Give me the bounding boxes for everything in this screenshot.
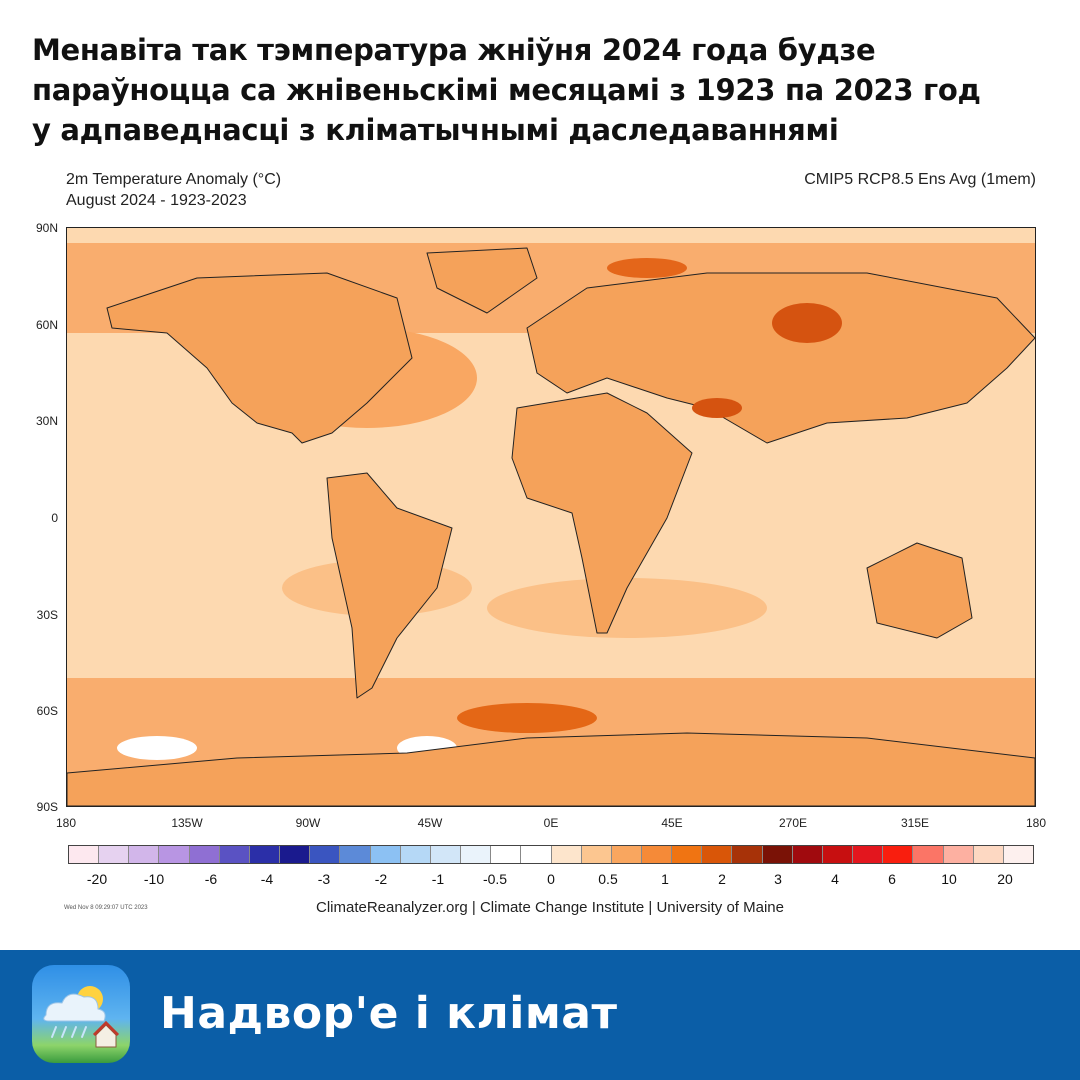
lon-label-315e: 315E bbox=[900, 816, 930, 830]
colorbar-swatch bbox=[581, 846, 612, 863]
lon-label-0e: 0E bbox=[543, 816, 559, 830]
colorbar-label: 6 bbox=[888, 871, 896, 887]
map-model-label: CMIP5 RCP8.5 Ens Avg (1mem) bbox=[804, 171, 1036, 188]
map-subtitle: August 2024 - 1923-2023 bbox=[66, 192, 247, 209]
colorbar-swatch bbox=[340, 846, 371, 863]
headline-line-1: Менавіта так тэмпература жніўня 2024 год… bbox=[32, 33, 876, 67]
lon-label-180-right: 180 bbox=[1025, 816, 1047, 830]
colorbar-label: 20 bbox=[997, 871, 1013, 887]
weather-illustration-icon bbox=[43, 986, 120, 1048]
south-america bbox=[326, 472, 453, 699]
southern-ocean-hot-spot bbox=[457, 703, 597, 733]
barents-sea-hot-spot bbox=[607, 258, 687, 278]
colorbar-swatch bbox=[641, 846, 673, 863]
colorbar-swatch bbox=[853, 846, 884, 863]
colorbar-swatch bbox=[400, 846, 431, 863]
lat-label-90s: 90S bbox=[36, 800, 58, 814]
colorbar-label: -10 bbox=[143, 871, 165, 887]
lon-label-90w: 90W bbox=[295, 816, 321, 830]
colorbar-label: -0.5 bbox=[482, 871, 508, 887]
lat-label-60s: 60S bbox=[36, 704, 58, 718]
colorbar-label: 1 bbox=[661, 871, 669, 887]
colorbar-swatch bbox=[280, 846, 311, 863]
colorbar-swatch bbox=[702, 846, 733, 863]
central-asia-hot-spot bbox=[692, 398, 742, 418]
colorbar-swatch bbox=[310, 846, 341, 863]
colorbar-swatch bbox=[491, 846, 522, 863]
map-svg bbox=[67, 228, 1035, 806]
colorbar-swatch bbox=[883, 846, 914, 863]
colorbar-label: -1 bbox=[431, 871, 445, 887]
lat-label-30s: 30S bbox=[36, 608, 58, 622]
colorbar-label: -20 bbox=[86, 871, 108, 887]
lon-label-135w: 135W bbox=[171, 816, 203, 830]
colorbar-swatch bbox=[521, 846, 552, 863]
headline: Менавіта так тэмпература жніўня 2024 год… bbox=[32, 30, 1062, 150]
generated-timestamp: Wed Nov 8 09:29:07 UTC 2023 bbox=[64, 905, 148, 911]
colorbar-swatch bbox=[219, 846, 250, 863]
footer-title: Надвор'е і клімат bbox=[160, 988, 618, 1039]
colorbar-label: -6 bbox=[204, 871, 218, 887]
colorbar-swatch bbox=[732, 846, 763, 863]
colorbar-swatch bbox=[551, 846, 582, 863]
colorbar-swatch bbox=[189, 846, 220, 863]
colorbar-swatch bbox=[611, 846, 642, 863]
lon-label-180-left: 180 bbox=[55, 816, 77, 830]
colorbar-label: -3 bbox=[317, 871, 331, 887]
colorbar-label: 10 bbox=[941, 871, 957, 887]
indian-ocean-warm-area bbox=[487, 578, 767, 638]
eurasia bbox=[526, 272, 1035, 444]
antarctica bbox=[67, 732, 1035, 806]
greenland bbox=[426, 247, 538, 314]
lon-label-45e: 45E bbox=[661, 816, 683, 830]
lat-label-60n: 60N bbox=[35, 318, 58, 332]
colorbar-swatch bbox=[99, 846, 130, 863]
africa bbox=[511, 392, 693, 634]
headline-line-3: у адпаведнасці з кліматычнымі даследаван… bbox=[32, 113, 839, 147]
australia bbox=[866, 542, 973, 639]
footer-banner: Надвор'е і клімат bbox=[0, 950, 1080, 1080]
colorbar-label: 0 bbox=[547, 871, 555, 887]
lat-label-30n: 30N bbox=[35, 414, 58, 428]
colorbar-swatch bbox=[943, 846, 974, 863]
colorbar-label: -2 bbox=[374, 871, 388, 887]
weather-app-icon bbox=[32, 965, 130, 1063]
colorbar-swatch bbox=[973, 846, 1004, 863]
north-america bbox=[106, 272, 413, 444]
lon-label-270e: 270E bbox=[778, 816, 808, 830]
ross-sea-neutral-area bbox=[117, 736, 197, 760]
colorbar-swatch bbox=[430, 846, 462, 863]
colorbar-swatch bbox=[672, 846, 703, 863]
headline-line-2: параўноцца са жнівеньскімі месяцамі з 19… bbox=[32, 73, 981, 107]
lat-label-0: 0 bbox=[51, 511, 58, 525]
siberia-hot-spot bbox=[772, 303, 842, 343]
colorbar-label: -4 bbox=[260, 871, 274, 887]
map-title: 2m Temperature Anomaly (°C) bbox=[66, 171, 282, 188]
colorbar-swatch bbox=[129, 846, 160, 863]
colorbar-label: 2 bbox=[718, 871, 726, 887]
colorbar bbox=[68, 845, 1034, 864]
cloud-icon bbox=[43, 993, 106, 1022]
temperature-anomaly-map bbox=[66, 227, 1036, 807]
colorbar-swatch bbox=[159, 846, 190, 863]
colorbar-swatch bbox=[762, 846, 793, 863]
colorbar-swatch bbox=[370, 846, 401, 863]
land-hot-spots bbox=[607, 258, 842, 418]
lat-label-90n: 90N bbox=[35, 221, 58, 235]
land-masses bbox=[67, 247, 1035, 806]
colorbar-label: 4 bbox=[831, 871, 839, 887]
colorbar-label: 0.5 bbox=[598, 871, 618, 887]
rain-icon bbox=[51, 1026, 87, 1038]
colorbar-swatch bbox=[249, 846, 281, 863]
colorbar-swatch bbox=[822, 846, 854, 863]
lon-label-45w: 45W bbox=[417, 816, 443, 830]
colorbar-swatch bbox=[792, 846, 823, 863]
house-roof bbox=[92, 1020, 120, 1037]
credits-line: ClimateReanalyzer.org | Climate Change I… bbox=[316, 899, 784, 916]
colorbar-label: 3 bbox=[774, 871, 782, 887]
colorbar-swatch bbox=[913, 846, 944, 863]
colorbar-swatch bbox=[1003, 846, 1033, 863]
colorbar-swatch bbox=[69, 846, 100, 863]
colorbar-swatch bbox=[461, 846, 492, 863]
